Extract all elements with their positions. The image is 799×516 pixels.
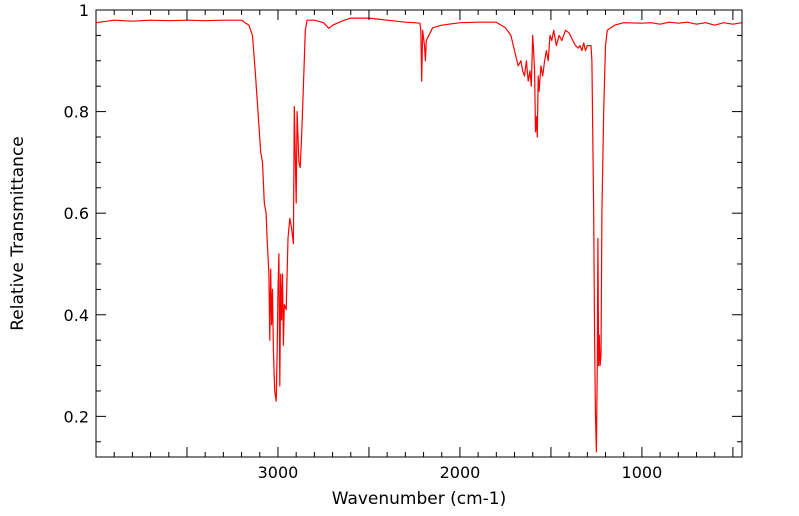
x-tick-label: 1000 <box>622 463 663 482</box>
plot-area <box>96 17 742 453</box>
series-line-transmittance <box>96 17 742 453</box>
y-tick-label: 0.4 <box>64 306 89 325</box>
plot-frame <box>95 9 743 458</box>
y-tick-label: 0.8 <box>64 103 89 122</box>
y-tick-label: 0.6 <box>64 204 89 223</box>
y-tick-label: 0.2 <box>64 407 89 426</box>
axis-ticks <box>96 10 742 457</box>
x-axis-label: Wavenumber (cm-1) <box>332 489 507 509</box>
y-axis-label: Relative Transmittance <box>8 136 28 331</box>
x-tick-label: 3000 <box>258 463 299 482</box>
y-tick-label: 1 <box>79 1 89 20</box>
tick-labels: 3000 2000 1000 1 0.8 0.6 0.4 0.2 <box>64 1 663 482</box>
x-tick-label: 2000 <box>440 463 481 482</box>
